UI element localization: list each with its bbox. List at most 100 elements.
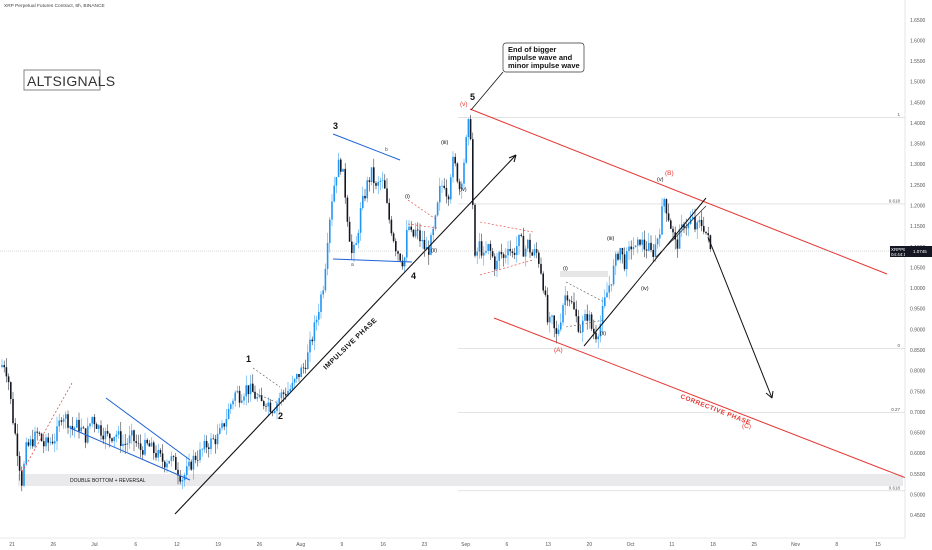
brand-logo: ALTSIGNALS xyxy=(23,69,115,91)
candle xyxy=(683,221,685,233)
candle xyxy=(225,408,228,435)
candle xyxy=(210,433,212,455)
candle xyxy=(502,252,505,267)
candle xyxy=(491,248,494,259)
fib-level-label: 0.618 xyxy=(889,198,901,203)
candle xyxy=(139,434,142,458)
candle xyxy=(194,452,197,464)
candle xyxy=(84,428,87,449)
corr-wave-B: (B) xyxy=(665,170,674,177)
candle xyxy=(648,233,650,252)
candle xyxy=(590,312,593,332)
candle xyxy=(111,437,113,444)
candle xyxy=(300,364,302,378)
candle xyxy=(676,234,679,258)
zones xyxy=(18,271,903,486)
candle xyxy=(313,315,316,351)
candle xyxy=(117,425,120,439)
candle xyxy=(29,435,32,450)
candle xyxy=(241,394,243,404)
resistance-zone xyxy=(560,271,608,277)
candle xyxy=(342,168,344,172)
channel-lower-line xyxy=(493,317,907,479)
candle xyxy=(62,414,65,429)
candle xyxy=(379,177,382,191)
candle xyxy=(113,436,115,448)
triangle-12-bottom xyxy=(252,391,281,405)
x-tick-label: 26 xyxy=(50,542,56,548)
candle xyxy=(516,236,518,263)
candle xyxy=(238,385,241,408)
candle xyxy=(555,320,558,344)
candle xyxy=(16,423,19,467)
candle xyxy=(557,324,560,337)
price-axis[interactable] xyxy=(904,0,932,550)
candle xyxy=(667,203,670,223)
y-tick-label: 0.9000 xyxy=(910,327,926,333)
candle xyxy=(49,437,52,446)
corr-sub-iii: (iii) xyxy=(607,236,614,242)
callout-line-1: End of bigger xyxy=(508,45,556,54)
wave-1-label: 1 xyxy=(246,354,251,364)
wave-5-label: 5 xyxy=(470,92,475,102)
candle xyxy=(175,452,177,471)
x-tick-label: 9 xyxy=(341,542,344,548)
candle xyxy=(419,223,421,248)
y-tick-label: 1.3500 xyxy=(910,142,926,148)
candle xyxy=(390,215,393,236)
candle xyxy=(256,393,258,402)
fib-level-label: 0.27 xyxy=(891,407,900,412)
candle xyxy=(463,158,465,191)
candle xyxy=(527,238,529,252)
b-wave-upper-line xyxy=(655,205,707,258)
triangle-12-top xyxy=(252,367,281,388)
impulsive-trendline xyxy=(174,154,517,515)
candle xyxy=(498,250,500,270)
candle xyxy=(5,358,8,383)
candle xyxy=(245,375,247,406)
y-tick-label: 0.6500 xyxy=(910,431,926,437)
range-c-label: c xyxy=(403,262,406,268)
candle xyxy=(623,247,626,272)
candle xyxy=(689,211,692,226)
candle xyxy=(377,176,379,195)
candle xyxy=(65,411,67,429)
candle xyxy=(612,259,615,287)
candle xyxy=(199,442,201,463)
post-top-triangle-top xyxy=(479,221,534,233)
candle xyxy=(60,417,63,426)
x-tick-label: 6 xyxy=(505,542,508,548)
candle xyxy=(461,181,463,199)
candle xyxy=(593,319,595,340)
sub-wave-iii: (iii) xyxy=(441,140,448,146)
candle xyxy=(663,197,665,213)
candle xyxy=(678,224,681,249)
candle xyxy=(485,241,487,255)
candle xyxy=(542,271,544,294)
candle xyxy=(401,254,404,270)
candle xyxy=(595,325,597,343)
candle xyxy=(137,434,140,449)
candle xyxy=(472,132,474,210)
candle xyxy=(520,233,522,238)
candle xyxy=(318,303,320,326)
candle xyxy=(643,230,646,258)
candle xyxy=(236,385,239,394)
range-bottom-line xyxy=(332,258,413,263)
candle xyxy=(443,178,445,190)
candle xyxy=(320,290,322,319)
candle xyxy=(188,453,190,471)
candle xyxy=(309,331,311,362)
post-top-triangle-bottom xyxy=(479,259,534,276)
candle xyxy=(269,398,272,413)
candle xyxy=(656,237,659,249)
candle xyxy=(703,216,705,235)
candle xyxy=(181,477,184,490)
candle xyxy=(469,114,472,141)
x-tick-label: Aug xyxy=(296,542,305,548)
candle xyxy=(324,263,327,293)
y-tick-label: 1.3000 xyxy=(910,162,926,168)
candle xyxy=(260,387,263,402)
